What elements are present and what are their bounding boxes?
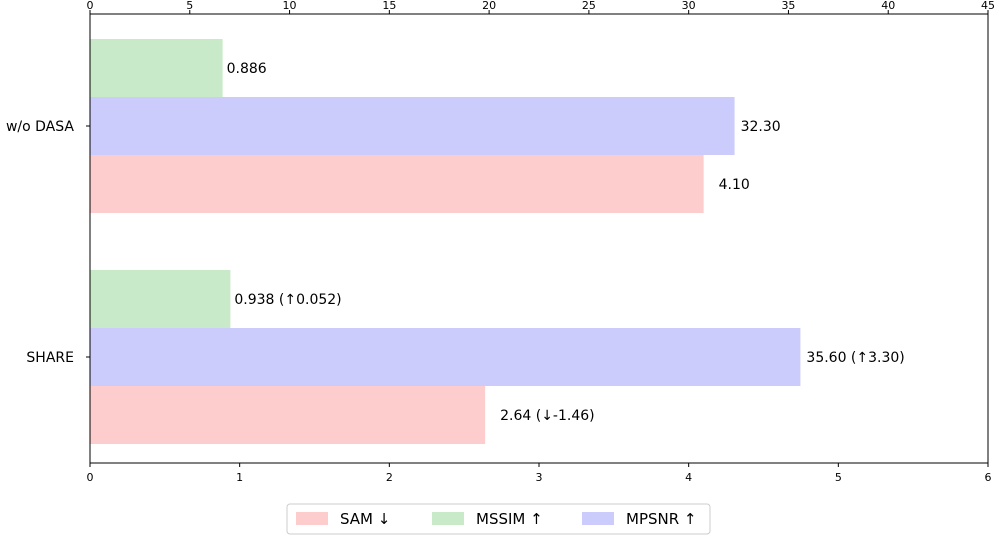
top-axis-tick-label: 10 bbox=[283, 0, 297, 12]
top-axis-tick-label: 20 bbox=[482, 0, 496, 12]
data-label-share-mpsnr: 35.60 (↑3.30) bbox=[806, 350, 904, 366]
bottom-axis-tick-label: 4 bbox=[685, 471, 692, 484]
bottom-axis-tick-label: 3 bbox=[536, 471, 543, 484]
legend-swatch-sam bbox=[296, 512, 328, 525]
top-axis-tick-label: 45 bbox=[981, 0, 995, 12]
bar-share-mpsnr bbox=[90, 328, 801, 386]
bar-share-sam bbox=[90, 386, 486, 444]
data-label-share-mssim: 0.938 (↑0.052) bbox=[234, 292, 341, 308]
data-label-w-o-dasa-sam: 4.10 bbox=[719, 177, 750, 193]
legend-swatch-mssim bbox=[432, 512, 464, 525]
data-label-share-sam: 2.64 (↓-1.46) bbox=[500, 408, 595, 424]
top-axis-tick-label: 25 bbox=[582, 0, 596, 12]
bars-layer bbox=[90, 39, 801, 444]
data-labels-layer: 0.886 32.30 4.10 0.938 (↑0.052) 35.60 (↑3.30… bbox=[227, 61, 905, 424]
top-axis-tick-label: 35 bbox=[781, 0, 795, 12]
bar-w-o-dasa-mpsnr bbox=[90, 97, 735, 155]
legend-label-mpsnr: MPSNR ↑ bbox=[626, 510, 697, 528]
legend: SAM ↓ MSSIM ↑ MPSNR ↑ bbox=[286, 503, 711, 535]
category-label-share: SHARE bbox=[26, 350, 74, 366]
legend-label-sam: SAM ↓ bbox=[340, 510, 390, 528]
data-label-w-o-dasa-mpsnr: 32.30 bbox=[741, 119, 781, 135]
bottom-axis-tick-label: 6 bbox=[985, 471, 992, 484]
top-axis-tick-label: 0 bbox=[87, 0, 94, 12]
top-axis-tick-label: 30 bbox=[682, 0, 696, 12]
bar-w-o-dasa-mssim bbox=[90, 39, 223, 97]
legend-frame bbox=[286, 503, 711, 535]
category-label-w-o-dasa: w/o DASA bbox=[6, 119, 74, 135]
bar-share-mssim bbox=[90, 270, 231, 328]
bottom-axis-tick-label: 1 bbox=[236, 471, 243, 484]
data-label-w-o-dasa-mssim: 0.886 bbox=[227, 61, 267, 77]
bottom-axis-tick-label: 2 bbox=[386, 471, 393, 484]
top-axis-tick-label: 40 bbox=[881, 0, 895, 12]
legend-label-mssim: MSSIM ↑ bbox=[476, 510, 543, 528]
legend-swatch-mpsnr bbox=[582, 512, 614, 525]
bottom-axis-tick-label: 5 bbox=[835, 471, 842, 484]
top-axis-tick-label: 15 bbox=[382, 0, 396, 12]
bar-w-o-dasa-sam bbox=[90, 155, 704, 213]
bottom-axis-tick-label: 0 bbox=[87, 471, 94, 484]
top-axis-tick-label: 5 bbox=[186, 0, 193, 12]
